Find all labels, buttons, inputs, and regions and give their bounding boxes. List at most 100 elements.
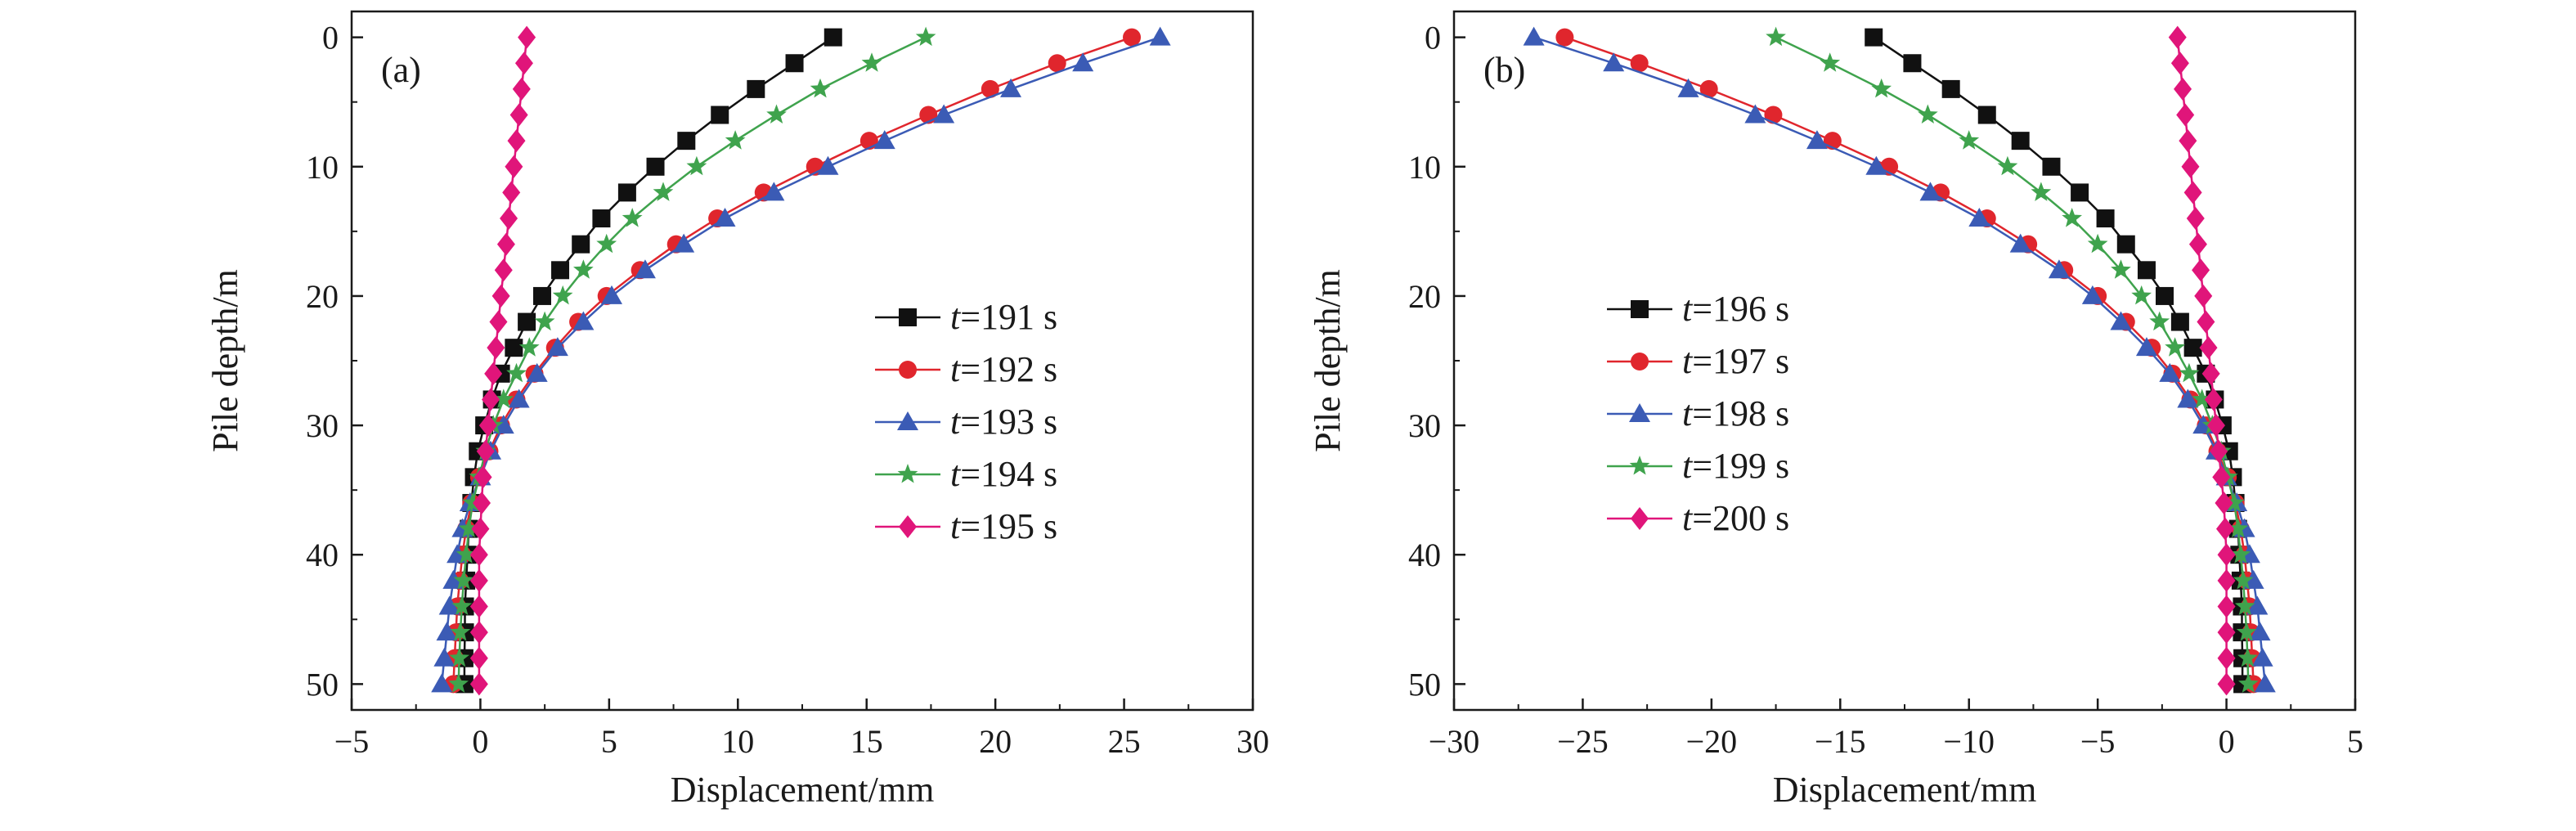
series-195 — [469, 25, 536, 696]
data-point — [2194, 284, 2213, 308]
legend-marker — [899, 361, 917, 379]
data-point — [673, 233, 695, 253]
data-point — [456, 544, 477, 564]
data-point — [1072, 52, 1094, 72]
data-point — [2087, 233, 2108, 254]
data-point — [1865, 28, 1883, 47]
data-point — [2149, 311, 2170, 331]
data-point — [2197, 310, 2215, 334]
data-point — [2156, 286, 2174, 305]
data-point — [1603, 52, 1625, 72]
legend-label: t=192 s — [950, 349, 1057, 389]
data-point — [2159, 362, 2181, 382]
legend-label: t=195 s — [950, 506, 1057, 546]
data-point — [2192, 258, 2210, 282]
data-point — [2217, 595, 2236, 618]
data-point — [873, 130, 895, 150]
data-point — [2233, 569, 2254, 590]
data-point — [2071, 183, 2089, 202]
data-point — [2201, 362, 2220, 385]
legend-entry: t=194 s — [875, 454, 1057, 494]
x-tick-label: 5 — [601, 723, 617, 760]
data-point — [1000, 78, 1022, 97]
x-tick-label: 25 — [1108, 723, 1141, 760]
data-point — [2217, 672, 2236, 696]
data-point — [1977, 106, 1996, 124]
legend-entry: t=199 s — [1607, 446, 1789, 486]
data-point — [514, 52, 533, 75]
series-196 — [1865, 28, 2252, 694]
series-199 — [1766, 26, 2259, 693]
data-point — [592, 209, 611, 228]
legend-marker — [1631, 353, 1649, 371]
panel-label: (a) — [381, 50, 421, 90]
data-point — [496, 232, 515, 256]
y-tick-label: 50 — [1408, 666, 1441, 703]
x-tick-label: 30 — [1236, 723, 1269, 760]
data-point — [505, 155, 523, 178]
data-point — [450, 622, 471, 641]
data-point — [476, 439, 495, 463]
data-point — [2215, 517, 2234, 541]
data-point — [502, 181, 521, 204]
data-point — [2249, 622, 2271, 641]
legend-entry: t=198 s — [1607, 393, 1789, 433]
panel-a: −5 0 5 10 15 20 25 30 0 10 20 30 40 50 Displacement/mm… — [205, 10, 1269, 810]
data-point — [1806, 130, 1828, 150]
x-tick-label: −5 — [334, 723, 370, 760]
x-tick-label: −30 — [1429, 723, 1480, 760]
y-tick-label: 30 — [1408, 407, 1441, 444]
legend-marker — [1631, 300, 1649, 318]
data-point — [478, 414, 497, 438]
y-tick-label: 30 — [306, 407, 339, 444]
data-point — [646, 157, 665, 176]
data-point — [2217, 646, 2236, 670]
data-point — [2177, 389, 2199, 408]
legend-label: t=194 s — [950, 454, 1057, 494]
data-point — [2176, 103, 2195, 127]
data-point — [1048, 54, 1066, 73]
data-point — [458, 518, 479, 538]
y-axis-label: Pile depth/m — [205, 269, 245, 452]
data-point — [1871, 78, 1892, 98]
data-point — [469, 672, 488, 696]
x-axis-label: Displacement/mm — [1773, 770, 2037, 810]
data-point — [2131, 285, 2152, 305]
x-tick-label: −5 — [2080, 723, 2116, 760]
data-point — [2062, 208, 2082, 227]
data-point — [2170, 312, 2189, 331]
data-point — [489, 310, 508, 334]
data-point — [487, 336, 505, 360]
data-point — [462, 492, 483, 512]
x-tick-label: −25 — [1557, 723, 1609, 760]
data-point — [2230, 544, 2251, 564]
legend-marker — [1631, 507, 1649, 530]
data-point — [449, 647, 469, 667]
data-point — [2116, 235, 2135, 254]
data-point — [512, 77, 531, 101]
data-point — [2237, 647, 2258, 667]
data-point — [2183, 339, 2202, 357]
data-point — [508, 389, 530, 408]
data-point — [1766, 26, 1786, 47]
x-tick-label: 5 — [2347, 723, 2363, 760]
data-point — [2170, 52, 2189, 75]
data-point — [2217, 543, 2236, 567]
legend-entry: t=191 s — [875, 297, 1057, 337]
data-point — [2179, 129, 2197, 153]
data-point — [714, 208, 736, 227]
data-point — [2224, 492, 2245, 512]
data-point — [509, 103, 528, 127]
legend-marker — [899, 308, 917, 326]
data-point — [436, 622, 458, 641]
data-point — [2188, 232, 2207, 256]
x-axis-label: Displacement/mm — [671, 770, 935, 810]
data-point — [1997, 155, 2018, 176]
data-point — [448, 673, 469, 693]
x-tick-label: 0 — [2219, 723, 2235, 760]
data-point — [2204, 388, 2223, 411]
data-point — [601, 285, 623, 304]
data-point — [469, 595, 488, 618]
data-point — [2135, 337, 2157, 357]
